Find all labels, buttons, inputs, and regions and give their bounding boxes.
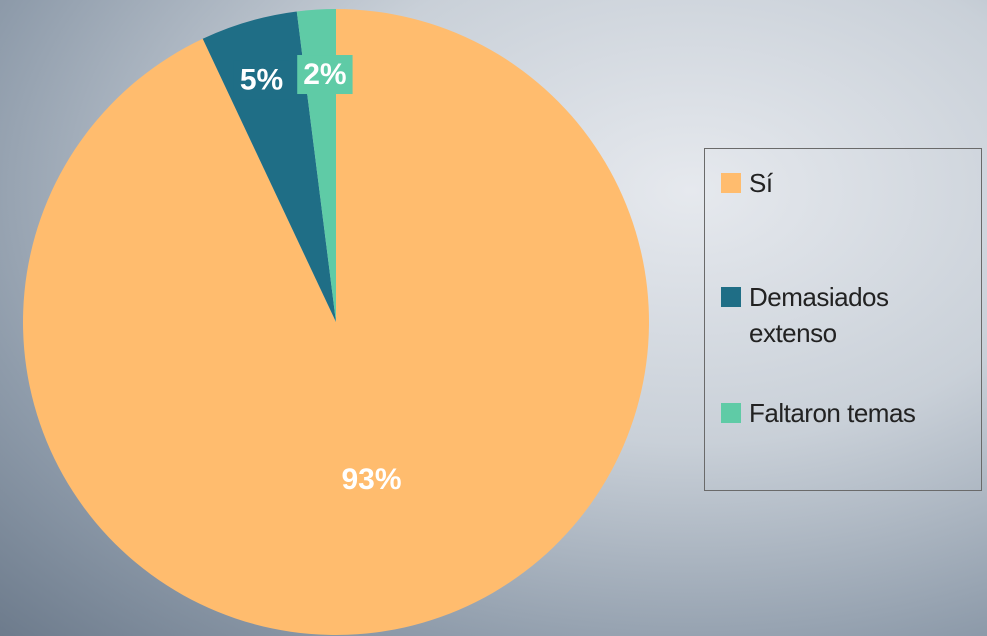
legend-item: Sí — [721, 165, 987, 201]
data-label-text: 2% — [303, 58, 346, 91]
legend-item: Faltaron temas — [721, 395, 987, 431]
legend-item: Demasiados extenso — [721, 279, 929, 351]
data-label: 93% — [335, 459, 408, 499]
legend-label: Demasiados extenso — [749, 282, 889, 348]
data-label-box — [297, 55, 353, 95]
legend-label: Sí — [749, 168, 773, 198]
data-label-box — [233, 60, 290, 100]
data-label: 5% — [233, 60, 290, 100]
legend-swatch — [721, 173, 741, 193]
legend: Sí Demasiados extenso Faltaron temas — [704, 148, 982, 491]
data-label: 2% — [297, 55, 353, 95]
legend-swatch — [721, 403, 741, 423]
legend-swatch — [721, 287, 741, 307]
data-label-text: 93% — [341, 463, 401, 496]
legend-label: Faltaron temas — [749, 398, 916, 428]
pie-slice — [22, 9, 650, 635]
data-label-text: 5% — [240, 63, 283, 96]
data-label-box — [335, 459, 408, 499]
